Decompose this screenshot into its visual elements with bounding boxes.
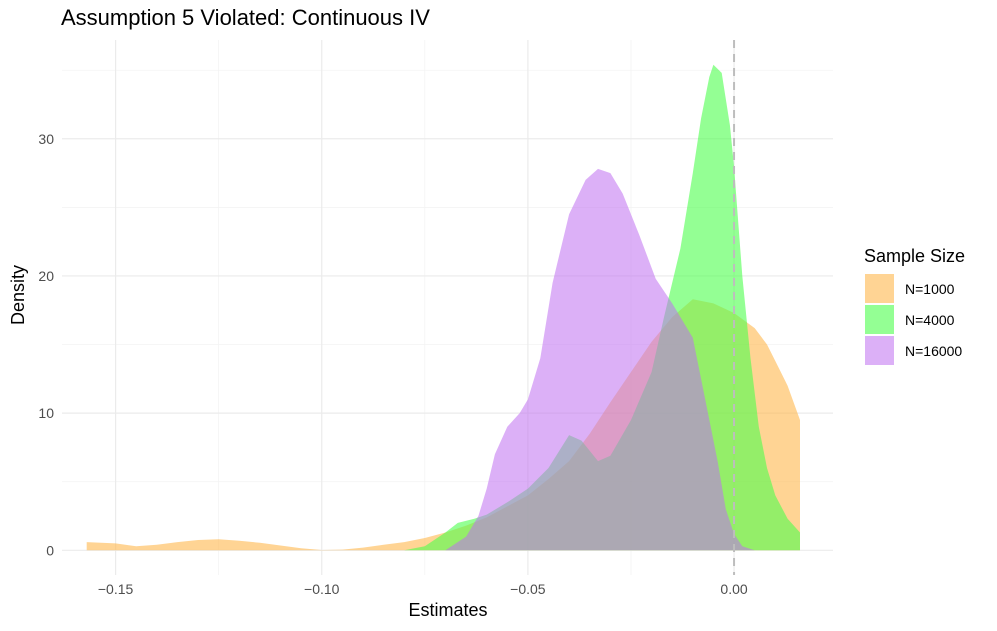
chart-title: Assumption 5 Violated: Continuous IV xyxy=(61,5,430,30)
legend-label: N=16000 xyxy=(905,343,962,359)
y-tick-label: 20 xyxy=(38,268,54,284)
legend-swatch xyxy=(865,305,894,334)
y-tick-label: 0 xyxy=(46,542,54,558)
y-tick-label: 10 xyxy=(38,405,54,421)
x-tick-label: −0.05 xyxy=(510,581,546,597)
x-tick-label: −0.10 xyxy=(304,581,340,597)
y-tick-label: 30 xyxy=(38,131,54,147)
legend: Sample Size N=1000 N=4000 N=16000 xyxy=(864,246,965,365)
y-axis-title: Density xyxy=(8,265,28,325)
legend-swatch xyxy=(865,274,894,303)
density-area-n-16000 xyxy=(445,168,755,551)
density-areas xyxy=(86,64,800,551)
legend-label: N=1000 xyxy=(905,281,955,297)
x-tick-label: 0.00 xyxy=(720,581,747,597)
x-axis-ticks: −0.15 −0.10 −0.05 0.00 xyxy=(98,581,748,597)
x-axis-title: Estimates xyxy=(408,600,487,620)
y-axis-ticks: 0 10 20 30 xyxy=(38,131,54,559)
x-tick-label: −0.15 xyxy=(98,581,134,597)
legend-title: Sample Size xyxy=(864,246,965,266)
legend-label: N=4000 xyxy=(905,312,955,328)
legend-swatch xyxy=(865,336,894,365)
